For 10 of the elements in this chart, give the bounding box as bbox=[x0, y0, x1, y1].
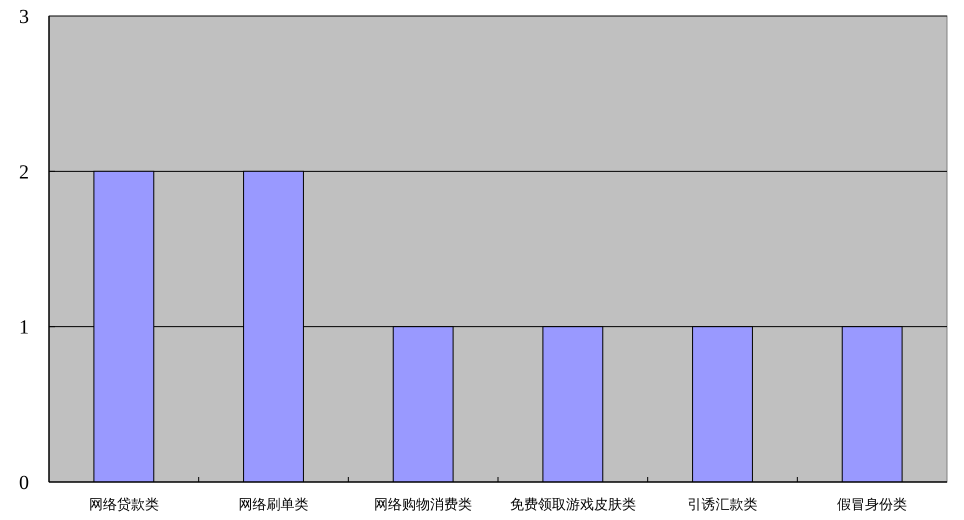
x-tick-label: 网络贷款类 bbox=[88, 497, 159, 513]
x-tick-label: 网络刷单类 bbox=[238, 497, 308, 513]
y-tick-label: 2 bbox=[19, 161, 29, 184]
x-tick-label: 免费领取游戏皮肤类 bbox=[510, 497, 636, 513]
y-tick-label: 3 bbox=[19, 6, 29, 28]
x-tick-label: 引诱汇款类 bbox=[688, 497, 758, 513]
y-tick-label: 0 bbox=[19, 472, 29, 494]
x-tick-label: 网络购物消费类 bbox=[374, 497, 472, 513]
x-tick-label: 假冒身份类 bbox=[837, 497, 908, 513]
y-tick-label: 1 bbox=[19, 316, 29, 339]
